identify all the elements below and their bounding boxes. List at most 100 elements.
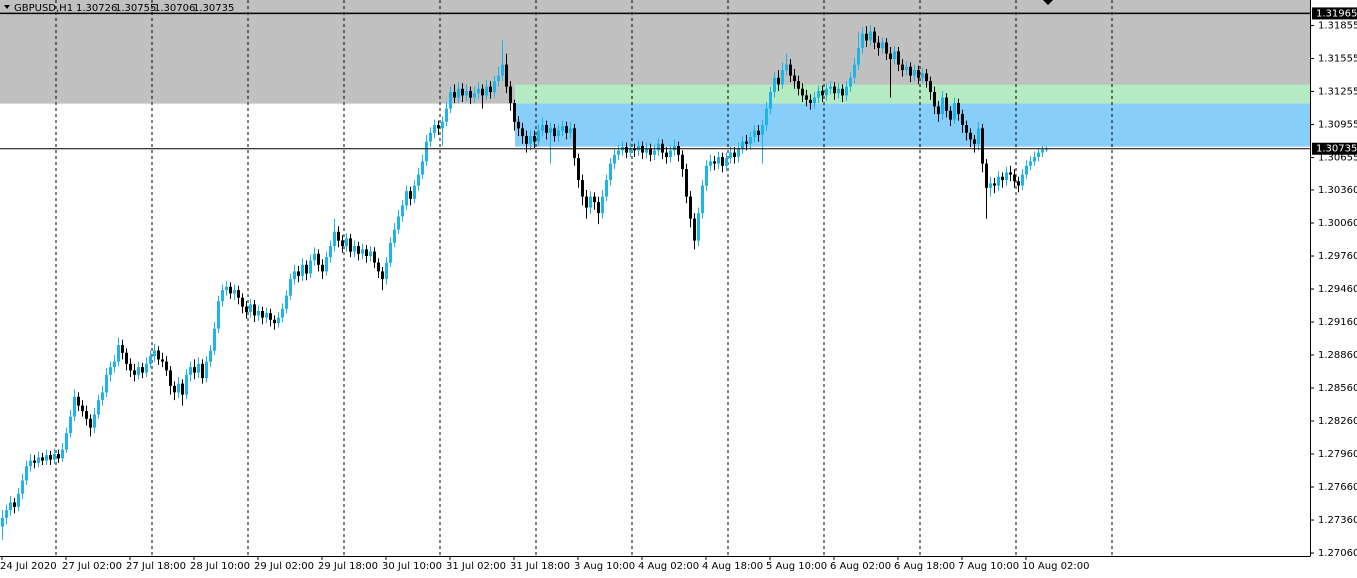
candle-body — [341, 240, 344, 247]
x-tick-label: 28 Jul 10:00 — [190, 561, 250, 572]
candle-body — [477, 88, 480, 94]
candle-body — [533, 136, 536, 142]
candle-body — [69, 416, 72, 434]
candle-body — [813, 97, 816, 104]
candle-body — [541, 125, 544, 131]
candle-body — [37, 457, 40, 463]
candle-body — [293, 271, 296, 280]
candle-body — [713, 161, 716, 164]
candle-body — [489, 86, 492, 93]
x-tick-label: 29 Jul 18:00 — [318, 561, 378, 572]
candle-body — [417, 174, 420, 186]
candle-body — [749, 137, 752, 144]
candle-body — [961, 114, 964, 126]
candle-body — [765, 108, 768, 126]
candle-body — [877, 42, 880, 49]
candle-body — [793, 75, 796, 82]
candle-body — [733, 152, 736, 157]
candle-body — [933, 92, 936, 107]
candle-body — [989, 183, 992, 188]
candle-body — [893, 51, 896, 60]
x-tick-label: 30 Jul 10:00 — [382, 561, 442, 572]
candle-body — [277, 317, 280, 324]
candles — [1, 24, 1048, 540]
y-tick-label: 1.30955 — [1318, 120, 1357, 131]
candle-body — [945, 97, 948, 111]
y-tick-label: 1.27060 — [1318, 548, 1357, 559]
candle-body — [653, 150, 656, 155]
candle-body — [405, 191, 408, 206]
candle-body — [425, 141, 428, 162]
candle-body — [717, 156, 720, 164]
candle-body — [957, 103, 960, 115]
candle-body — [1, 517, 4, 527]
candle-body — [549, 128, 552, 133]
candle-body — [885, 42, 888, 54]
candle-body — [25, 466, 28, 481]
candle-body — [697, 213, 700, 241]
candle-body — [321, 264, 324, 272]
candle-body — [125, 352, 128, 364]
candle-body — [273, 319, 276, 324]
candle-body — [17, 493, 20, 507]
y-tick-label: 1.30360 — [1318, 185, 1357, 196]
candle-body — [561, 126, 564, 131]
candle-body — [777, 77, 780, 85]
candle-body — [105, 374, 108, 393]
candle-body — [309, 260, 312, 274]
candle-body — [921, 73, 924, 78]
candle-body — [669, 150, 672, 157]
candle-body — [613, 154, 616, 164]
candle-body — [1025, 165, 1028, 175]
candle-body — [789, 64, 792, 76]
candle-body — [173, 385, 176, 393]
candle-body — [525, 136, 528, 144]
candle-body — [249, 304, 252, 313]
candle-body — [825, 88, 828, 96]
candle-body — [545, 125, 548, 133]
x-tick-label: 27 Jul 02:00 — [62, 561, 122, 572]
candle-body — [629, 148, 632, 153]
candle-body — [901, 64, 904, 71]
candle-body — [1033, 156, 1036, 162]
candle-body — [81, 405, 84, 412]
candle-body — [469, 90, 472, 98]
price-label-box — [1312, 7, 1357, 20]
candle-body — [185, 374, 188, 395]
candle-body — [45, 455, 48, 461]
candle-body — [1021, 174, 1024, 186]
candle-body — [453, 92, 456, 98]
candle-body — [381, 271, 384, 280]
candle-body — [193, 367, 196, 373]
candle-body — [101, 392, 104, 401]
candle-body — [241, 297, 244, 307]
candle-body — [485, 86, 488, 96]
candle-body — [953, 103, 956, 120]
candle-body — [817, 90, 820, 98]
candle-body — [401, 205, 404, 217]
candle-body — [809, 99, 812, 104]
candle-body — [421, 161, 424, 175]
candle-body — [429, 132, 432, 142]
candle-body — [593, 196, 596, 203]
price-zone — [515, 103, 1310, 147]
candle-body — [305, 264, 308, 274]
candle-body — [393, 229, 396, 243]
menu-arrow[interactable] — [4, 5, 10, 9]
candle-body — [609, 163, 612, 181]
candle-body — [537, 130, 540, 142]
y-tick-label: 1.29460 — [1318, 284, 1357, 295]
candle-body — [137, 367, 140, 375]
candle-body — [981, 128, 984, 164]
candle-body — [445, 108, 448, 122]
price-label: 1.30735 — [1316, 144, 1357, 155]
candle-body — [873, 31, 876, 43]
candle-body — [569, 128, 572, 133]
candle-body — [93, 414, 96, 428]
candle-body — [501, 64, 504, 76]
y-tick-label: 1.28860 — [1318, 350, 1357, 361]
candle-body — [369, 251, 372, 256]
candle-body — [349, 238, 352, 252]
candle-body — [985, 163, 988, 188]
